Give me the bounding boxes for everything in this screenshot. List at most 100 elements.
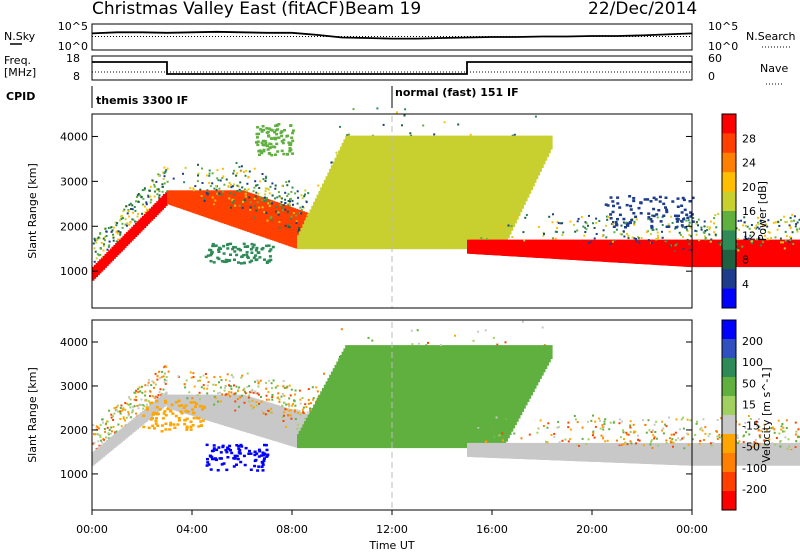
heatmap-scatter-cell (718, 436, 721, 439)
heatmap-scatter-cell (580, 216, 583, 218)
colorbar-tick-label: 20 (742, 181, 756, 194)
heatmap-scatter-cell (127, 404, 130, 406)
heatmap-band-cell (104, 441, 107, 456)
heatmap-scatter-cell (737, 249, 740, 252)
freq-left-tick-top: 18 (66, 52, 80, 65)
heatmap-scatter-cell (213, 376, 216, 379)
heatmap-scatter-cell (122, 210, 125, 212)
heatmap-patch-cell (256, 126, 260, 129)
heatmap-patch-cell (282, 152, 286, 156)
heatmap-scatter-cell (250, 389, 253, 392)
heatmap-patch-cell (255, 132, 259, 136)
heatmap-patch-cell (175, 400, 178, 404)
heatmap-scatter-cell (282, 420, 285, 422)
heatmap-scatter-cell (547, 422, 550, 425)
heatmap-scatter-cell (633, 220, 636, 223)
heatmap-scatter-cell (600, 434, 603, 437)
heatmap-scatter-cell (793, 215, 796, 218)
heatmap-scatter-cell (270, 412, 273, 414)
colorbar-segment (722, 172, 736, 193)
heatmap-scatter-cell (592, 222, 594, 225)
heatmap-scatter-cell (785, 419, 788, 422)
heatmap-scatter-cell (99, 232, 102, 234)
heatmap-scatter-cell (246, 372, 249, 375)
heatmap-scatter-cell (777, 419, 780, 422)
heatmap-patch-cell (208, 248, 212, 252)
heatmap-scatter-cell (284, 224, 287, 227)
heatmap-scatter-cell (270, 215, 273, 218)
freq-label: Freq. (4, 54, 31, 67)
heatmap-patch-cell (280, 140, 284, 143)
heatmap-band-cell (345, 345, 553, 360)
heatmap-scatter-cell (620, 443, 623, 446)
heatmap-scatter-cell (665, 425, 668, 428)
heatmap-scatter-cell (133, 398, 136, 401)
heatmap-scatter-cell (153, 183, 156, 186)
heatmap-scatter-cell (120, 409, 123, 412)
heatmap-scatter-cell (706, 225, 709, 228)
heatmap-scatter-cell (280, 206, 283, 209)
heatmap-patch-cell (466, 414, 470, 418)
colorbar-tick-label: 200 (742, 335, 763, 348)
heatmap-scatter-cell (192, 187, 195, 190)
heatmap-scatter-cell (211, 196, 214, 199)
heatmap-scatter-cell (122, 417, 125, 420)
heatmap-scatter-cell (720, 417, 723, 420)
heatmap-scatter-cell (128, 203, 131, 206)
heatmap-scatter-cell (592, 430, 595, 433)
heatmap-scatter-cell (786, 447, 789, 450)
heatmap-scatter-cell (105, 422, 107, 425)
heatmap-scatter-cell (141, 189, 144, 192)
heatmap-scatter-cell (599, 427, 602, 430)
heatmap-scatter-cell (699, 428, 702, 431)
heatmap-scatter-cell (208, 169, 211, 172)
heatmap-scatter-cell (797, 428, 800, 431)
heatmap-scatter-cell (758, 418, 760, 421)
heatmap-patch-cell (217, 250, 221, 253)
heatmap-patch-cell (473, 415, 477, 419)
heatmap-scatter-cell (567, 421, 570, 424)
heatmap-scatter-cell (768, 231, 771, 234)
heatmap-patch-cell (262, 148, 266, 152)
heatmap-scatter-cell (790, 237, 793, 240)
heatmap-patch-cell (269, 146, 273, 149)
heatmap-band-cell (97, 261, 100, 276)
heatmap-patch-cell (216, 469, 220, 472)
heatmap-scatter-cell (795, 440, 798, 443)
heatmap-patch-cell (239, 262, 243, 265)
heatmap-scatter-cell (747, 237, 750, 240)
heatmap-patch-cell (611, 210, 615, 214)
nsky-right-tick-top: 10^5 (708, 20, 738, 33)
heatmap-scatter-cell (276, 384, 279, 387)
heatmap-scatter-cell (217, 392, 219, 395)
x-tick-label: 00:00 (676, 523, 708, 536)
heatmap-scatter-cell (281, 404, 284, 407)
heatmap-scatter-cell (679, 439, 682, 441)
heatmap-patch-cell (246, 256, 250, 260)
heatmap-scatter-cell (141, 212, 144, 215)
heatmap-patch-cell (480, 427, 484, 430)
heatmap-scatter-cell (634, 430, 637, 433)
heatmap-patch-cell (684, 226, 688, 229)
heatmap-patch-cell (281, 141, 285, 145)
heatmap-scatter-cell (700, 226, 703, 229)
heatmap-scatter-cell (301, 397, 304, 399)
heatmap-patch-cell (624, 226, 627, 229)
heatmap-patch-cell (604, 203, 608, 206)
heatmap-patch-cell (643, 198, 647, 201)
heatmap-patch-cell (258, 256, 262, 259)
heatmap-scatter-cell (573, 415, 576, 417)
heatmap-scatter-cell (163, 172, 166, 175)
heatmap-scatter-cell (262, 410, 265, 413)
heatmap-scatter-cell (112, 235, 115, 238)
heatmap-patch-cell (289, 142, 293, 145)
heatmap-scatter-cell (773, 431, 776, 434)
heatmap-scatter-cell (650, 440, 652, 443)
heatmap-scatter-cell (268, 398, 271, 401)
heatmap-patch-cell (255, 452, 259, 455)
heatmap-scatter-cell (768, 430, 771, 432)
heatmap-scatter-cell (477, 330, 480, 333)
heatmap-scatter-cell (144, 384, 147, 387)
heatmap-patch-cell (487, 436, 491, 439)
heatmap-scatter-cell (668, 230, 671, 233)
